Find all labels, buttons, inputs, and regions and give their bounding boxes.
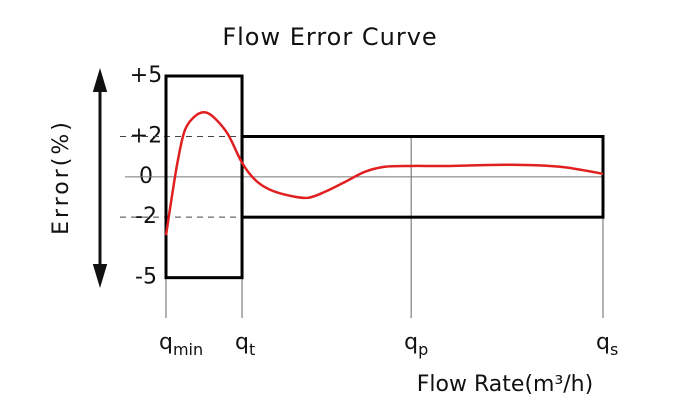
x-tick-label: qmin [159,330,203,359]
x-tick-letter: q [159,330,173,355]
chart-title: Flow Error Curve [222,23,437,51]
x-tick-letter: q [404,330,418,355]
x-tick-letter: q [235,330,249,355]
y-tick-label: -5 [135,265,157,290]
x-tick-letter: q [596,330,610,355]
limit-box [240,135,605,219]
x-tick-subscript: min [173,340,203,359]
x-tick-subscript: t [249,340,255,359]
x-tick-label: qp [404,330,428,359]
y-axis-title: Error(%) [49,119,74,235]
x-tick-subscript: s [610,340,618,359]
y-tick-label: +5 [130,63,162,88]
error-curve [164,111,604,236]
x-tick-subscript: p [418,340,428,359]
x-tick-label: qs [596,330,618,359]
x-axis-title: Flow Rate(m³/h) [417,372,593,397]
x-tick-label: qt [235,330,255,359]
